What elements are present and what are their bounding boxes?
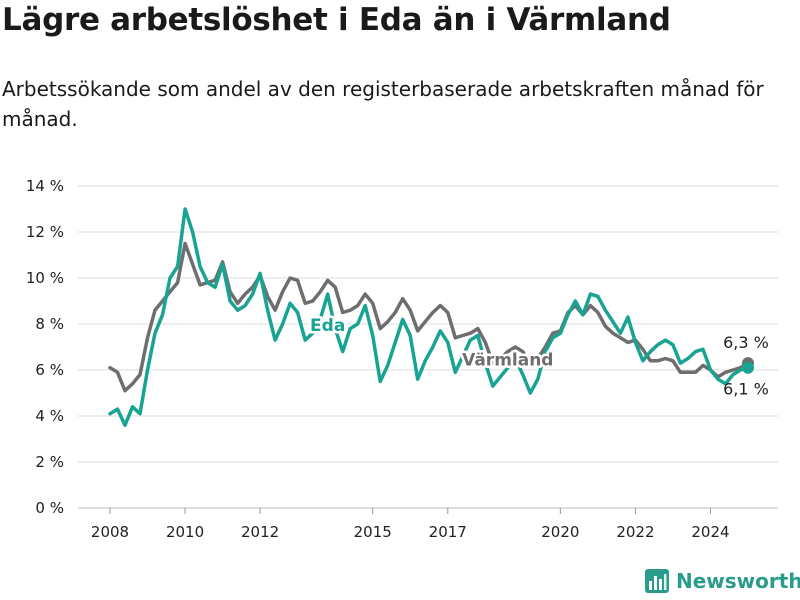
end-label-varmland: 6,3 %	[723, 333, 769, 352]
end-point-eda	[742, 361, 754, 374]
series-line-värmland	[108, 241, 750, 393]
brand-logo[interactable]: Newsworthy	[644, 568, 800, 594]
x-tick-label: 2015	[354, 523, 392, 541]
y-tick-label: 4 %	[35, 407, 64, 425]
x-tick-label: 2017	[429, 523, 467, 541]
y-tick-label: 14 %	[26, 177, 64, 195]
y-tick-label: 10 %	[26, 269, 64, 287]
series-label-värmland: Värmland	[462, 350, 553, 370]
y-tick-label: 12 %	[26, 223, 64, 241]
y-tick-label: 8 %	[35, 315, 64, 333]
series-layer	[108, 207, 754, 427]
y-tick-label: 0 %	[35, 499, 64, 517]
y-tick-label: 6 %	[35, 361, 64, 379]
series-label-eda: Eda	[310, 316, 345, 336]
x-tick-label: 2022	[616, 523, 654, 541]
series-line-eda	[108, 207, 750, 427]
label-layer: Eda Värmland 6,3 % 6,1 %	[308, 313, 769, 399]
y-tick-label: 2 %	[35, 453, 64, 471]
newsworthy-logo-icon	[645, 569, 669, 593]
chart-subtitle: Arbetssökande som andel av den registerb…	[2, 77, 764, 131]
x-tick-label: 2010	[166, 523, 204, 541]
x-tick-label: 2024	[691, 523, 729, 541]
grid-layer	[78, 185, 778, 509]
x-tick-label: 2012	[241, 523, 279, 541]
brand-name: Newsworthy	[676, 569, 800, 593]
chart-title: Lägre arbetslöshet i Eda än i Värmland	[2, 2, 671, 38]
axis-layer: 0 % 2 % 4 % 6 % 8 % 10 % 12 % 14 % 2008 2010 2012 2…	[26, 177, 730, 541]
end-label-eda: 6,1 %	[723, 380, 769, 399]
x-tick-label: 2020	[541, 523, 579, 541]
x-tick-label: 2008	[91, 523, 129, 541]
